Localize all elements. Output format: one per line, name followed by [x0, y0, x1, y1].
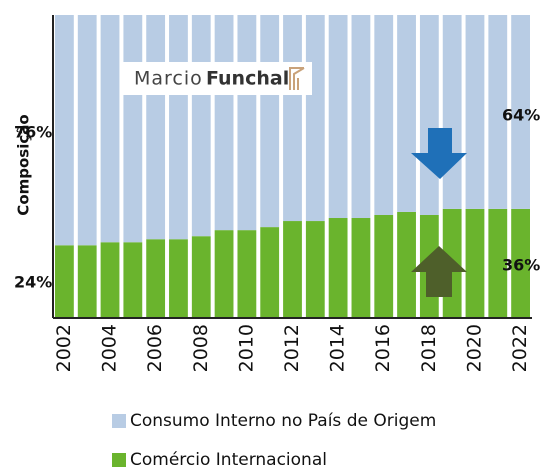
- bar-segment: [328, 218, 348, 318]
- x-tick-label: 2014: [327, 324, 349, 372]
- x-tick-label: 2022: [509, 324, 531, 372]
- bar-segment: [237, 230, 257, 318]
- x-tick-label: 2008: [190, 324, 212, 372]
- bar-segment: [328, 15, 348, 219]
- bar-segment: [283, 15, 302, 222]
- bar-segment: [169, 239, 188, 318]
- up-arrow: [411, 246, 467, 297]
- bar-segment: [100, 15, 120, 243]
- logo-text: Funchal: [206, 68, 289, 90]
- x-tick-label: 2006: [144, 324, 166, 372]
- bar-segment: [305, 221, 325, 318]
- bar-segment: [123, 242, 143, 318]
- annotation: 24%: [14, 273, 52, 292]
- bar-segment: [465, 208, 485, 318]
- bar-segment: [351, 218, 371, 318]
- x-tick-label: 2020: [463, 324, 485, 372]
- bar-segment: [123, 15, 143, 243]
- legend-label: Consumo Interno no País de Origem: [130, 411, 436, 431]
- bar-segment: [146, 239, 166, 318]
- bar-segment: [191, 236, 211, 318]
- bar-segment: [511, 208, 530, 318]
- annotation: 64%: [502, 106, 540, 125]
- x-tick-label: 2018: [418, 324, 440, 372]
- bar-segment: [442, 15, 462, 209]
- bar-segment: [374, 214, 394, 318]
- bar-segment: [214, 15, 234, 231]
- bar-segment: [146, 15, 166, 240]
- annotation: 76%: [14, 123, 52, 142]
- bar-segment: [397, 211, 416, 318]
- bar-segment: [77, 245, 97, 318]
- logo-box: [120, 62, 312, 95]
- annotation: 36%: [502, 256, 540, 275]
- bar-segment: [419, 15, 439, 215]
- x-tick-label: 2002: [53, 324, 75, 372]
- legend-swatch: [112, 414, 126, 428]
- x-tick-label: 2010: [235, 324, 257, 372]
- legend-swatch: [112, 453, 126, 467]
- bar-segment: [191, 15, 211, 237]
- bar-segment: [283, 221, 302, 318]
- bar-segment: [77, 15, 97, 246]
- bar-segment: [374, 15, 394, 215]
- bar-segment: [100, 242, 120, 318]
- down-arrow: [411, 128, 467, 179]
- bar-segment: [397, 15, 416, 212]
- bar-segment: [351, 15, 371, 219]
- x-tick-label: 2012: [281, 324, 303, 372]
- legend-label: Comércio Internacional: [130, 450, 327, 470]
- logo-icon: [289, 67, 305, 90]
- bar-segment: [55, 15, 74, 246]
- bar-segment: [260, 227, 280, 318]
- x-tick-label: 2004: [99, 324, 121, 372]
- bar-segment: [169, 15, 188, 240]
- bar-segment: [214, 230, 234, 318]
- bar-segment: [488, 208, 508, 318]
- bar-segment: [237, 15, 257, 231]
- y-axis-label: Composição: [15, 114, 33, 215]
- logo-text: Marcio: [134, 68, 203, 90]
- x-tick-label: 2016: [372, 324, 394, 372]
- bar-segment: [488, 15, 508, 209]
- bar-segment: [511, 15, 530, 209]
- bar-segment: [260, 15, 280, 228]
- bar-segment: [465, 15, 485, 209]
- bar-segment: [305, 15, 325, 222]
- bar-segment: [55, 245, 74, 318]
- bars: [53, 15, 532, 318]
